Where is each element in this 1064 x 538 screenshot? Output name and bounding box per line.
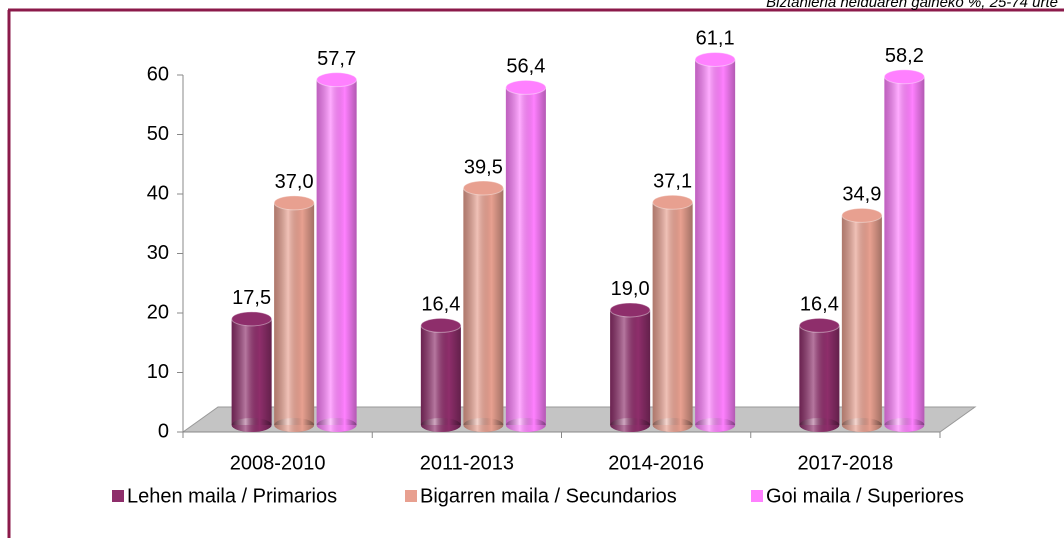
- y-tick-label: 50: [147, 123, 169, 145]
- bar: [273, 195, 315, 432]
- y-tick-label: 60: [147, 63, 169, 85]
- bar: [841, 207, 883, 432]
- value-label: 34,9: [842, 184, 881, 206]
- bar: [652, 194, 694, 432]
- legend-label: Lehen maila / Primarios: [127, 485, 337, 507]
- legend-label: Goi maila / Superiores: [766, 485, 964, 507]
- value-label: 16,4: [800, 294, 839, 316]
- x-tick-label: 2017-2018: [798, 452, 894, 474]
- x-tick-label: 2011-2013: [420, 452, 514, 474]
- y-tick-label: 30: [147, 242, 169, 264]
- value-label: 37,0: [275, 171, 314, 193]
- y-tick-label: 0: [158, 420, 169, 442]
- bar: [420, 317, 462, 432]
- legend-swatch: [405, 490, 417, 502]
- x-tick-label: 2008-2010: [230, 452, 326, 474]
- bar: [694, 51, 736, 432]
- legend-swatch: [112, 490, 124, 502]
- y-tick-label: 40: [147, 182, 169, 204]
- value-label: 58,2: [885, 45, 924, 67]
- bar: [231, 311, 273, 432]
- legend-label: Bigarren maila / Secundarios: [420, 485, 677, 507]
- value-label: 17,5: [232, 287, 271, 309]
- y-tick-label: 20: [147, 301, 169, 323]
- value-label: 56,4: [506, 56, 545, 78]
- bar: [462, 180, 504, 432]
- value-label: 19,0: [611, 278, 650, 300]
- bar: [316, 72, 358, 432]
- bar: [798, 317, 840, 432]
- x-tick-label: 2014-2016: [608, 452, 704, 474]
- value-label: 37,1: [653, 171, 692, 193]
- subtitle: Biztanleria helduaren gaineko %, 25-74 u…: [766, 0, 1058, 11]
- bar: [505, 79, 547, 432]
- bar: [609, 302, 651, 432]
- value-label: 39,5: [464, 156, 503, 178]
- bar: [883, 69, 925, 432]
- y-tick-label: 10: [147, 361, 169, 383]
- value-label: 16,4: [421, 294, 460, 316]
- value-label: 57,7: [317, 48, 356, 70]
- value-label: 61,1: [696, 28, 735, 50]
- legend-swatch: [751, 490, 763, 502]
